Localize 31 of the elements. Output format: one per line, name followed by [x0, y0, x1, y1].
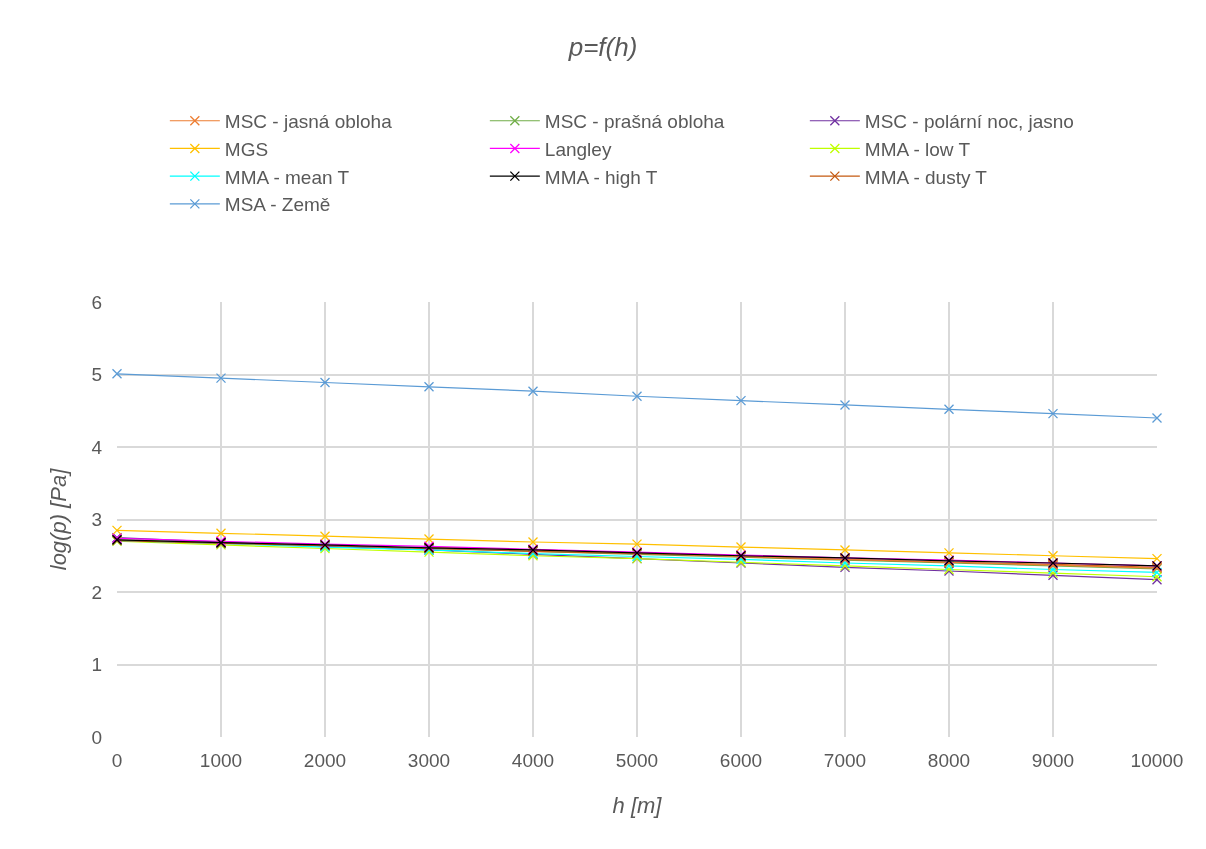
- legend-label: MSA - Země: [224, 194, 331, 216]
- legend-label: MSC - polární noc, jasno: [864, 111, 1074, 133]
- legend-label: MMA - mean T: [224, 166, 350, 188]
- x-tick-label: 1000: [199, 750, 243, 771]
- legend-label: MMA - high T: [544, 166, 658, 188]
- legend-label: MSC - prašná obloha: [544, 111, 725, 133]
- legend-label: Langley: [544, 138, 612, 160]
- y-tick-label: 4: [91, 436, 103, 458]
- chart-title: p=f(h): [567, 32, 638, 63]
- legend-label: MSC - jasná obloha: [224, 111, 393, 133]
- y-tick-label: 5: [91, 364, 102, 386]
- legend-label: MMA - low T: [864, 138, 971, 160]
- x-tick-label: 9000: [1031, 750, 1075, 771]
- x-tick-label: 10000: [1130, 750, 1184, 771]
- x-tick-label: 6000: [719, 750, 763, 771]
- x-tick-label: 8000: [927, 750, 971, 771]
- x-axis-title: h [m]: [612, 793, 663, 818]
- legend-label: MMA - dusty T: [864, 166, 988, 188]
- x-tick-label: 2000: [303, 750, 347, 771]
- y-axis-title: log(p) [Pa]: [46, 467, 72, 571]
- x-tick-label: 3000: [407, 750, 451, 771]
- y-tick-label: 0: [91, 726, 102, 748]
- y-tick-label: 1: [91, 654, 102, 676]
- x-tick-label: 0: [111, 750, 123, 771]
- x-tick-label: 5000: [615, 750, 659, 771]
- legend-label: MGS: [224, 138, 269, 160]
- y-tick-label: 2: [91, 581, 102, 603]
- y-tick-label: 3: [91, 509, 102, 531]
- x-tick-label: 7000: [823, 750, 867, 771]
- y-tick-label: 6: [91, 291, 102, 313]
- x-tick-label: 4000: [511, 750, 555, 771]
